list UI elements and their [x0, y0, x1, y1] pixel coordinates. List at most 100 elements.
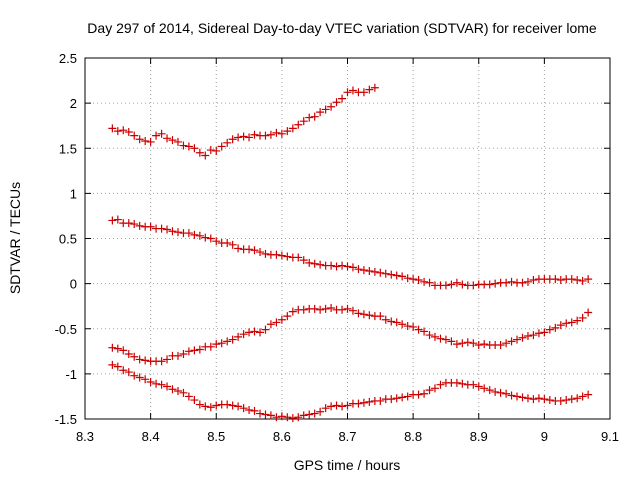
data-point [228, 240, 237, 249]
data-point [403, 392, 412, 401]
data-point [458, 379, 467, 388]
data-point [146, 377, 155, 386]
chart-title: Day 297 of 2014, Sidereal Day-to-day VTE… [87, 20, 597, 36]
data-point [447, 337, 456, 346]
data-point [359, 88, 368, 97]
data-point [201, 151, 210, 160]
data-point [294, 253, 303, 262]
data-point [283, 252, 292, 261]
data-point [288, 414, 297, 423]
data-point [463, 338, 472, 347]
data-point [327, 102, 336, 111]
data-point [534, 394, 543, 403]
data-point [173, 351, 182, 360]
data-point [354, 309, 363, 318]
data-point [491, 387, 500, 396]
data-point [348, 86, 357, 95]
data-point [239, 404, 248, 413]
data-point [190, 230, 199, 239]
data-point [469, 339, 478, 348]
data-point [447, 280, 456, 289]
data-point [272, 318, 281, 327]
data-point [239, 330, 248, 339]
data-point [299, 411, 308, 420]
data-point [403, 274, 412, 283]
data-point [452, 278, 461, 287]
data-point [179, 141, 188, 150]
data-point [365, 266, 374, 275]
data-point [523, 331, 532, 340]
data-point [507, 277, 516, 286]
data-point [108, 360, 117, 369]
data-point [321, 105, 330, 114]
data-point [130, 220, 139, 229]
data-point [256, 409, 265, 418]
data-point [266, 411, 275, 420]
data-point [556, 276, 565, 285]
data-point [245, 328, 254, 337]
data-points [108, 83, 593, 423]
grid-lines [85, 58, 610, 419]
data-point [327, 261, 336, 270]
data-point [365, 85, 374, 94]
x-axis-title: GPS time / hours [294, 457, 401, 473]
data-point [359, 398, 368, 407]
data-point [365, 397, 374, 406]
data-point [310, 112, 319, 121]
data-point [261, 410, 270, 419]
data-point [458, 280, 467, 289]
data-point [480, 384, 489, 393]
data-point [217, 339, 226, 348]
data-point [474, 382, 483, 391]
data-point [365, 311, 374, 320]
data-point [163, 134, 172, 143]
x-tick-label: 8.7 [338, 429, 356, 444]
data-point [518, 333, 527, 342]
data-point [130, 371, 139, 380]
data-point [212, 146, 221, 155]
data-point [272, 413, 281, 422]
data-point [212, 237, 221, 246]
data-point [458, 339, 467, 348]
data-point [420, 277, 429, 286]
data-point [277, 129, 286, 138]
data-point [195, 231, 204, 240]
data-point [343, 262, 352, 271]
data-point [135, 355, 144, 364]
data-point [195, 345, 204, 354]
x-tick-label: 8.3 [76, 429, 94, 444]
data-point [567, 275, 576, 284]
x-tick-label: 9 [541, 429, 548, 444]
data-point [551, 275, 560, 284]
data-point [130, 131, 139, 140]
data-point [502, 389, 511, 398]
data-point [173, 137, 182, 146]
data-point [327, 303, 336, 312]
x-tick-label: 8.4 [142, 429, 160, 444]
data-point [529, 395, 538, 404]
data-point [190, 144, 199, 153]
data-point [398, 320, 407, 329]
data-point [474, 340, 483, 349]
data-point [398, 272, 407, 281]
data-point [206, 234, 215, 243]
data-point [299, 117, 308, 126]
y-tick-label: 2 [70, 96, 77, 111]
data-point [234, 244, 243, 253]
data-point [288, 307, 297, 316]
data-point [573, 276, 582, 285]
data-point [206, 146, 215, 155]
data-point [562, 396, 571, 405]
data-point [469, 380, 478, 389]
data-point [146, 222, 155, 231]
data-point [584, 390, 593, 399]
data-point [338, 305, 347, 314]
data-point [135, 135, 144, 144]
data-point [496, 340, 505, 349]
data-point [403, 322, 412, 331]
data-point [425, 331, 434, 340]
data-point [124, 128, 133, 137]
data-point [299, 256, 308, 265]
data-point [441, 281, 450, 290]
